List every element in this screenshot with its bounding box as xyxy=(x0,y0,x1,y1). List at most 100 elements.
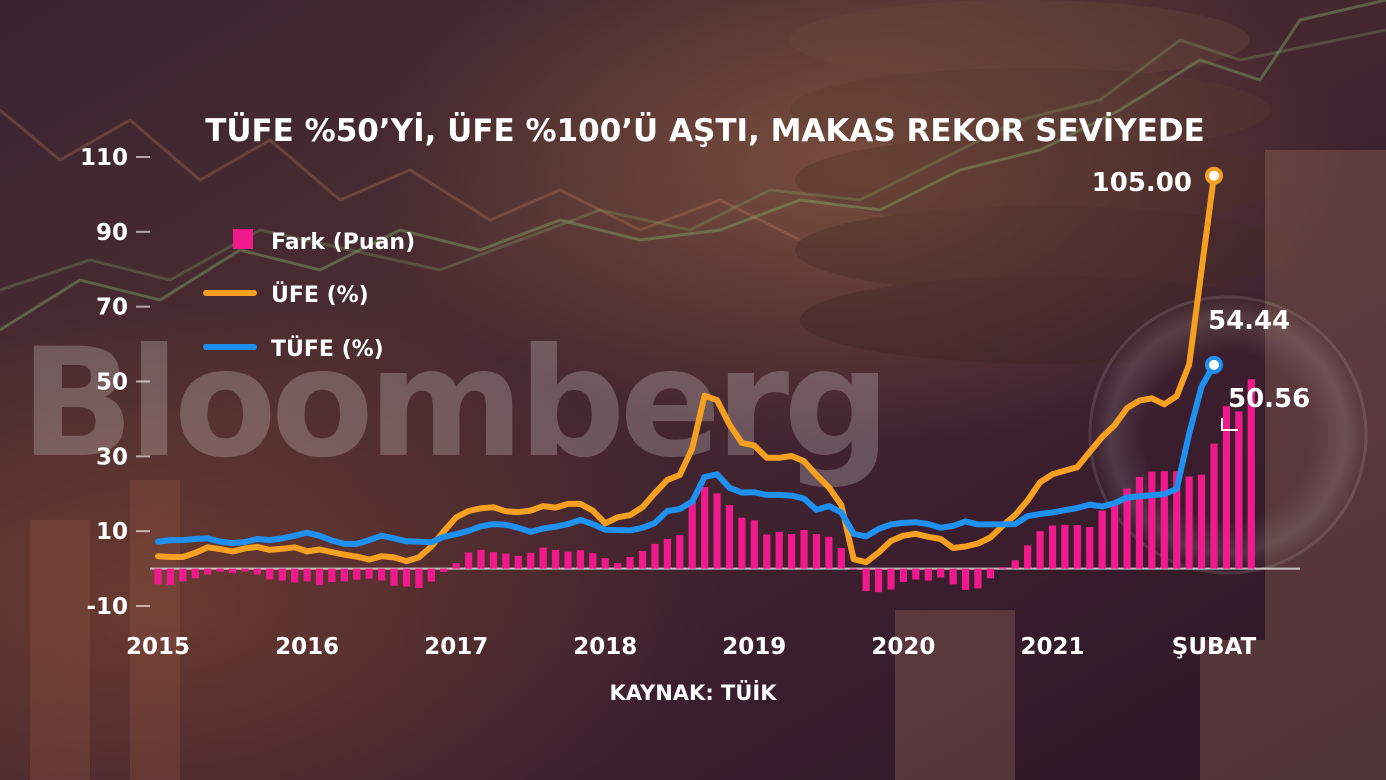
bokeh-ring-decoration xyxy=(1088,295,1368,575)
fark-bar xyxy=(427,568,435,582)
end-label-ufe: 105.00 xyxy=(1092,168,1192,198)
y-tick-label: 70 xyxy=(96,295,128,321)
fark-bar xyxy=(1160,471,1168,569)
fark-bar xyxy=(440,568,448,572)
fark-bars xyxy=(154,379,1255,593)
fark-bar xyxy=(253,568,261,575)
fark-bar xyxy=(862,568,870,592)
fark-bar xyxy=(303,568,311,582)
ufe-line xyxy=(155,172,1217,566)
background-bars-decoration xyxy=(30,150,1386,780)
background-line-decoration xyxy=(0,0,1386,332)
background-line-decoration xyxy=(0,28,1386,292)
fark-bar xyxy=(1024,545,1032,569)
fark-bar xyxy=(1135,476,1144,569)
fark-bar xyxy=(601,558,609,569)
fark-bar xyxy=(1247,379,1255,569)
coin-stack-decoration xyxy=(790,0,1300,364)
fark-bar xyxy=(154,568,162,585)
legend-swatch-fark xyxy=(233,229,253,249)
legend-label-tufe: TÜFE (%) xyxy=(271,336,384,362)
background-line-decoration xyxy=(0,108,801,242)
legend-label-fark: Fark (Puan) xyxy=(271,230,415,255)
fark-label-connector xyxy=(1221,418,1238,431)
fark-bar xyxy=(527,552,535,569)
fark-bar xyxy=(788,534,796,569)
y-tick-label: 90 xyxy=(96,220,128,246)
fark-bar xyxy=(564,551,572,569)
tufe-end-marker xyxy=(1205,355,1223,374)
fark-bar xyxy=(216,568,224,572)
fark-bar xyxy=(701,487,709,569)
fark-bar xyxy=(489,552,498,569)
fark-bar xyxy=(1197,474,1206,569)
fark-bar xyxy=(924,568,932,581)
fark-bar xyxy=(166,568,175,586)
fark-bar xyxy=(688,500,696,569)
fark-bar xyxy=(266,568,274,580)
fark-bar xyxy=(1036,531,1044,569)
fark-bar xyxy=(837,548,845,569)
fark-bar xyxy=(477,549,485,569)
fark-bar xyxy=(452,562,460,569)
x-tick-label: 2018 xyxy=(573,634,637,660)
fark-bar xyxy=(626,556,634,569)
end-label-tufe: 54.44 xyxy=(1208,306,1290,336)
fark-bar xyxy=(1111,502,1119,569)
fark-bar xyxy=(291,568,299,583)
fark-bar xyxy=(415,568,423,589)
fark-bar xyxy=(539,547,547,569)
fark-bar xyxy=(278,568,286,581)
watermark-logo: Bloomberg xyxy=(20,317,885,491)
fark-bar xyxy=(676,535,684,569)
ufe-end-marker xyxy=(1205,166,1223,185)
fark-bar xyxy=(750,520,758,569)
fark-bar xyxy=(241,568,249,572)
fark-bar xyxy=(763,534,771,569)
fark-bar xyxy=(589,553,597,569)
tufe-line xyxy=(155,361,1217,547)
fark-bar xyxy=(775,531,783,569)
y-tick-label: 50 xyxy=(96,370,128,396)
fark-bar xyxy=(999,567,1007,569)
y-axis: 110 90 70 50 30 10 -10 xyxy=(80,145,150,620)
fark-bar xyxy=(1061,524,1069,569)
fark-bar xyxy=(1173,471,1181,569)
y-tick-label: 110 xyxy=(80,145,128,171)
fark-bar xyxy=(1210,443,1218,569)
fark-bar xyxy=(986,568,994,579)
y-tick-label: -10 xyxy=(86,594,128,620)
fark-bar xyxy=(937,568,945,578)
fark-bar xyxy=(651,543,659,569)
end-markers xyxy=(1205,166,1223,374)
fark-bar xyxy=(850,568,858,570)
fark-bar xyxy=(353,568,361,580)
fark-bar xyxy=(800,530,808,569)
fark-bar xyxy=(1086,527,1094,569)
fark-bar xyxy=(502,553,510,569)
fark-bar xyxy=(663,539,671,569)
fark-bar xyxy=(1235,411,1243,569)
fark-bar xyxy=(1073,525,1081,569)
series-lines xyxy=(155,172,1217,566)
end-label-fark: 50.56 xyxy=(1228,384,1310,414)
fark-bar xyxy=(949,568,957,585)
y-tick-label: 30 xyxy=(96,444,128,470)
fark-bar xyxy=(551,549,560,569)
chart-title: TÜFE %50’Yİ, ÜFE %100’Ü AŞTI, MAKAS REKO… xyxy=(205,112,1205,149)
x-tick-label: 2021 xyxy=(1020,634,1084,660)
fark-bar xyxy=(1148,471,1156,569)
fark-bar xyxy=(974,568,982,589)
fark-bar xyxy=(1222,406,1231,569)
fark-bar xyxy=(179,568,187,582)
fark-bar xyxy=(825,536,833,569)
fark-bar xyxy=(328,568,336,583)
fark-bar xyxy=(1185,476,1193,569)
fark-bar xyxy=(191,568,199,579)
fark-bar xyxy=(576,550,585,569)
fark-bar xyxy=(1098,510,1106,569)
fark-bar xyxy=(1011,560,1019,569)
fark-bar xyxy=(402,568,411,587)
fark-bar xyxy=(378,568,386,581)
